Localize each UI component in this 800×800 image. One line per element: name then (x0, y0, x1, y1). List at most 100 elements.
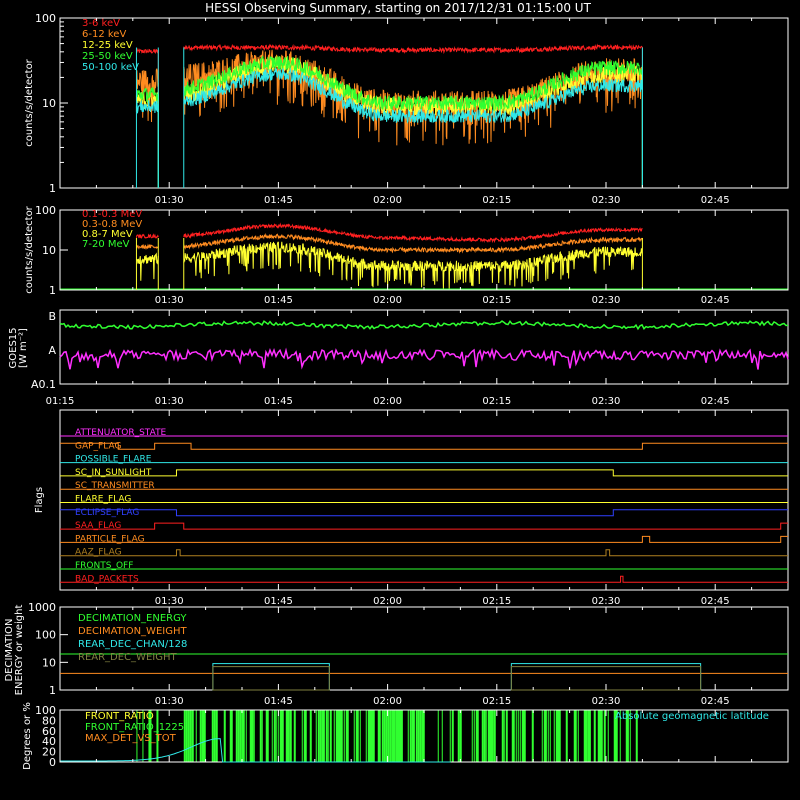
front-ratio-bar (471, 710, 473, 762)
front-ratio-bar (593, 710, 596, 762)
flag-label: GAP_FLAG (75, 441, 121, 451)
front-ratio-bar (549, 710, 551, 762)
front-ratio-bar (321, 710, 325, 762)
front-ratio-bar (213, 710, 216, 762)
panel1-legend-entry: 3-6 keV (82, 18, 120, 29)
bottom-legend-entry: FRONT_RATIO_1225 (85, 722, 184, 733)
panel2-legend-entry: 0.1-0.3 MeV (82, 209, 142, 220)
front-ratio-bar (281, 710, 284, 762)
front-ratio-bar (333, 710, 335, 762)
panel2-legend-entry: 7-20 MeV (82, 239, 130, 250)
front-ratio-bar (287, 710, 290, 762)
front-ratio-bar (309, 710, 312, 762)
front-ratio-bar (249, 710, 253, 762)
decimation-ylabel: ENERGY or weight (14, 605, 25, 696)
front-ratio-bar (523, 710, 526, 762)
front-ratio-bar (355, 710, 359, 762)
front-ratio-bar (607, 710, 609, 762)
flag-label: SC_IN_SUNLIGHT (75, 468, 152, 478)
flag-label: ECLIPSE_FLAG (75, 508, 139, 518)
goes-x-tick-label: 02:45 (701, 396, 730, 407)
front-ratio-bar (481, 710, 484, 762)
flag-label: POSSIBLE_FLARE (75, 455, 152, 465)
front-ratio-bar (245, 710, 247, 762)
x-tick-label: 02:45 (701, 696, 730, 707)
front-ratio-bar (223, 710, 226, 762)
front-ratio-bar (377, 710, 381, 762)
x-tick-label: 01:45 (264, 696, 293, 707)
front-ratio-bar (547, 710, 549, 762)
front-ratio-bar (485, 710, 487, 762)
front-ratio-bar (185, 710, 188, 762)
front-ratio-bar (156, 710, 159, 762)
front-ratio-bar (625, 710, 629, 762)
front-ratio-bar (253, 710, 255, 762)
flag-line (60, 535, 788, 543)
goes-x-tick-label: 02:30 (592, 396, 621, 407)
x-tick-label: 02:45 (701, 295, 730, 306)
front-ratio-bar (235, 710, 238, 762)
front-ratio-bar (491, 710, 494, 762)
flag-label: SC_TRANSMITTER (75, 481, 155, 491)
bottom-y-tick-label: 20 (42, 746, 56, 759)
front-ratio-bar (329, 710, 332, 762)
x-tick-label: 02:15 (482, 696, 511, 707)
front-ratio-bar (191, 710, 194, 762)
x-tick-label: 01:45 (264, 195, 293, 206)
front-ratio-bar (407, 710, 409, 762)
decimation-legend-entry: DECIMATION_WEIGHT (78, 626, 187, 637)
bottom-y-tick-label: 80 (42, 714, 56, 727)
panel2-series-line (135, 222, 643, 244)
front-ratio-bar (335, 710, 339, 762)
front-ratio-bar (473, 710, 475, 762)
front-ratio-bar (401, 710, 403, 762)
panel2-series-line (135, 232, 643, 254)
front-ratio-bar (201, 710, 205, 762)
x-tick-label: 02:15 (482, 596, 511, 607)
front-ratio-bar (365, 710, 367, 762)
panel1-ylabel: counts/s/detector (24, 58, 35, 146)
panel1-legend-entry: 12-25 keV (82, 40, 133, 51)
front-ratio-bar (587, 710, 591, 762)
front-ratio-bar (389, 710, 392, 762)
front-ratio-bar (511, 710, 515, 762)
front-ratio-bar (265, 710, 269, 762)
front-ratio-bar (383, 710, 386, 762)
front-ratio-bar (395, 710, 399, 762)
goes-short-line (59, 347, 789, 370)
front-ratio-bar (415, 710, 418, 762)
x-tick-label: 02:45 (701, 596, 730, 607)
front-ratio-bar (343, 710, 345, 762)
panel1-y-tick-label: 10 (42, 97, 56, 110)
x-tick-label: 01:30 (155, 696, 184, 707)
front-ratio-bar (353, 710, 355, 762)
panel2-legend-entry: 0.3-0.8 MeV (82, 219, 142, 230)
x-tick-label: 02:45 (701, 195, 730, 206)
front-ratio-bar (413, 710, 415, 762)
front-ratio-bar (317, 710, 320, 762)
front-ratio-bar (369, 710, 373, 762)
front-ratio-bar (189, 710, 192, 762)
front-ratio-bar (619, 710, 621, 762)
panel1-legend-entry: 6-12 keV (82, 29, 126, 40)
front-ratio-bar (315, 710, 317, 762)
front-ratio-bar (487, 710, 491, 762)
front-ratio-bar (519, 710, 521, 762)
front-ratio-bar (501, 710, 504, 762)
panel2-y-tick-label: 100 (35, 204, 56, 217)
front-ratio-bar (531, 710, 534, 762)
decimation-y-tick-label: 100 (35, 629, 56, 642)
front-ratio-bar (381, 710, 384, 762)
front-ratio-bar (148, 710, 152, 762)
front-ratio-bar (195, 710, 197, 762)
flag-label: FRONTS_OFF (75, 561, 133, 571)
goes-long-line (59, 320, 789, 331)
flag-line (60, 469, 788, 477)
front-ratio-bar (259, 710, 262, 762)
bottom-legend-entry: Absolute geomagnetic latitude (615, 711, 769, 722)
panel1-series-line (135, 67, 643, 188)
flag-label: AAZ_FLAG (75, 548, 122, 558)
x-tick-label: 02:00 (373, 596, 402, 607)
